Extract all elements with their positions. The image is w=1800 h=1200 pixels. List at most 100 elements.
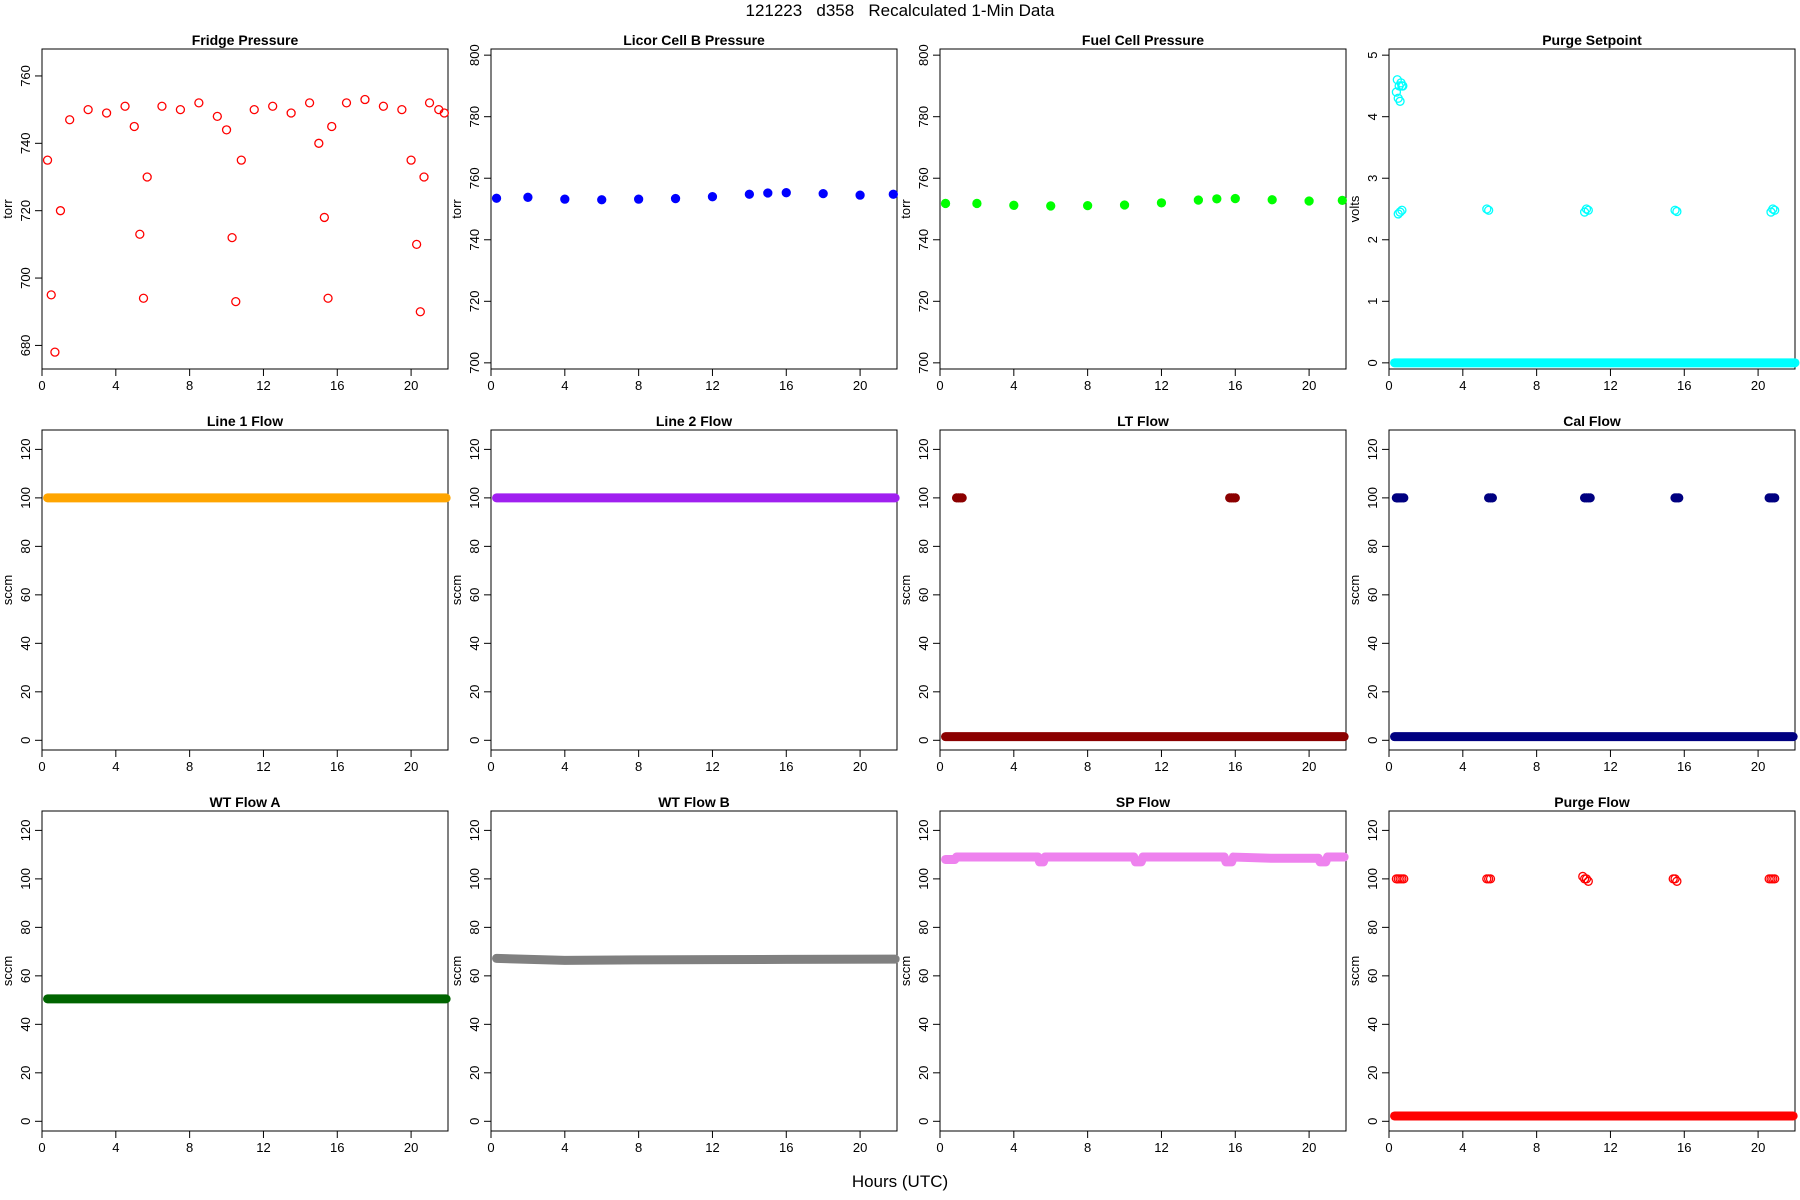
data-point <box>972 198 982 209</box>
data-point <box>597 195 607 205</box>
plot-frame <box>490 48 898 370</box>
x-tick-label: 16 <box>779 1140 793 1155</box>
data-point <box>1119 200 1130 210</box>
x-tick-label: 8 <box>186 378 193 393</box>
plot-frame <box>490 429 898 751</box>
panel-line-2-flow: Line 2 Flow 0 4 8 12 16 20 0 20 40 60 80 100 120 sccm <box>449 413 900 774</box>
y-tick-label: 0 <box>916 1118 931 1125</box>
x-tick-label: 0 <box>38 378 45 393</box>
x-tick-label: 4 <box>561 759 568 774</box>
x-tick-label: 20 <box>404 759 418 774</box>
chart-title: Licor Cell B Pressure <box>623 32 765 48</box>
y-axis-label: sccm <box>0 956 15 986</box>
data-point <box>1672 206 1682 217</box>
data-point <box>1770 874 1780 884</box>
data-point <box>42 155 53 165</box>
x-tick-label: 12 <box>1154 378 1168 393</box>
data-point <box>957 493 967 503</box>
y-tick-label: 60 <box>1365 969 1380 983</box>
x-tick-label: 12 <box>1603 378 1617 393</box>
x-tick-label: 0 <box>487 378 494 393</box>
y-axis-label: sccm <box>1347 575 1362 605</box>
x-tick-label: 8 <box>1084 759 1091 774</box>
data-point <box>1484 205 1494 215</box>
panel-purge-flow: Purge Flow 0 4 8 12 16 20 0 20 40 60 80 100 120 sccm <box>1347 794 1798 1155</box>
x-tick-label: 4 <box>561 378 568 393</box>
data-point <box>670 193 681 204</box>
data-point <box>50 347 60 357</box>
y-tick-label: 80 <box>916 539 931 553</box>
y-tick-label: 40 <box>1365 636 1380 650</box>
x-tick-label: 8 <box>635 1140 642 1155</box>
y-tick-label: 40 <box>467 1017 482 1031</box>
y-tick-label: 120 <box>916 439 931 461</box>
y-tick-label: 3 <box>1365 175 1380 182</box>
x-tick-label: 20 <box>1751 759 1765 774</box>
data-point <box>1585 493 1595 503</box>
data-point <box>1487 493 1497 503</box>
y-tick-label: 60 <box>916 588 931 602</box>
y-tick-label: 0 <box>467 1118 482 1125</box>
y-tick-label: 0 <box>1365 1118 1380 1125</box>
y-axis-label: volts <box>1347 195 1362 222</box>
x-tick-label: 20 <box>853 759 867 774</box>
y-axis-label: torr <box>898 199 913 219</box>
x-tick-label: 0 <box>1385 1140 1392 1155</box>
y-axis-label: torr <box>449 199 464 219</box>
y-tick-label: 60 <box>18 969 33 983</box>
x-tick-label: 8 <box>1084 1140 1091 1155</box>
data-series-line <box>941 852 1349 867</box>
y-tick-label: 80 <box>1365 920 1380 934</box>
y-tick-label: 720 <box>467 290 482 312</box>
data-point <box>138 293 149 303</box>
data-point <box>323 293 333 303</box>
data-point <box>1670 874 1680 884</box>
panel-fuel-cell-pressure: Fuel Cell Pressure 0 4 8 12 16 20 700 720 740 760 7… <box>898 32 1347 393</box>
data-point <box>360 94 370 105</box>
y-tick-label: 80 <box>18 920 33 934</box>
x-tick-label: 16 <box>330 1140 344 1155</box>
y-tick-label: 80 <box>1365 539 1380 553</box>
data-point <box>397 104 407 115</box>
chart-title: Line 2 Flow <box>656 413 732 429</box>
y-tick-label: 60 <box>18 588 33 602</box>
x-tick-label: 0 <box>936 759 943 774</box>
x-tick-label: 0 <box>38 759 45 774</box>
data-point <box>46 290 56 300</box>
data-point <box>1304 196 1314 206</box>
plot-frame <box>939 429 1347 751</box>
panel-cal-flow: Cal Flow 0 4 8 12 16 20 0 20 40 60 80 100 120 sccm <box>1347 413 1798 774</box>
y-tick-label: 5 <box>1365 52 1380 59</box>
data-point <box>101 108 112 118</box>
x-tick-label: 4 <box>112 759 119 774</box>
y-tick-label: 20 <box>467 1066 482 1080</box>
x-tick-label: 0 <box>1385 378 1392 393</box>
y-tick-label: 100 <box>467 487 482 509</box>
data-point <box>1212 194 1222 204</box>
data-point <box>406 155 416 165</box>
y-tick-label: 680 <box>18 335 33 357</box>
data-point <box>707 192 718 202</box>
data-point <box>1230 193 1240 204</box>
y-tick-label: 80 <box>916 920 931 934</box>
chart-title: WT Flow B <box>658 794 730 810</box>
y-tick-label: 740 <box>18 132 33 154</box>
y-tick-label: 1 <box>1365 298 1380 305</box>
data-point <box>1482 204 1492 214</box>
y-tick-label: 100 <box>916 868 931 890</box>
y-tick-label: 800 <box>467 44 482 66</box>
plot-frame <box>490 810 898 1132</box>
y-tick-label: 740 <box>467 229 482 251</box>
x-tick-label: 4 <box>1459 759 1466 774</box>
y-tick-label: 780 <box>916 106 931 128</box>
x-tick-label: 16 <box>1677 378 1691 393</box>
data-point <box>194 98 204 108</box>
data-point <box>523 192 533 202</box>
x-axis-label: Hours (UTC) <box>851 1172 949 1191</box>
data-point <box>378 101 389 111</box>
x-tick-label: 0 <box>487 1140 494 1155</box>
x-tick-label: 8 <box>1533 759 1540 774</box>
data-point <box>415 307 425 317</box>
